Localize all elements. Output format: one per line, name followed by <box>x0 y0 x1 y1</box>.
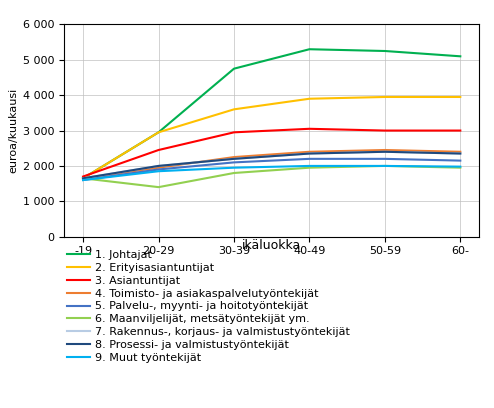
Line: 7. Rakennus-, korjaus- ja valmistustyöntekijät: 7. Rakennus-, korjaus- ja valmistustyönt… <box>83 152 460 178</box>
1. Johtajat <box>306 47 312 52</box>
8. Prosessi- ja valmistustyöntekijät <box>306 151 312 156</box>
Legend: 1. Johtajat, 2. Erityisasiantuntijat, 3. Asiantuntijat, 4. Toimisto- ja asiakasp: 1. Johtajat, 2. Erityisasiantuntijat, 3.… <box>67 251 350 363</box>
5. Palvelu-, myynti- ja hoitotyöntekijät <box>382 156 388 161</box>
9. Muut työntekijät <box>306 164 312 169</box>
1. Johtajat <box>156 130 162 135</box>
5. Palvelu-, myynti- ja hoitotyöntekijät <box>231 160 237 165</box>
Line: 5. Palvelu-, myynti- ja hoitotyöntekijät: 5. Palvelu-, myynti- ja hoitotyöntekijät <box>83 159 460 180</box>
3. Asiantuntijat <box>457 128 463 133</box>
5. Palvelu-, myynti- ja hoitotyöntekijät <box>156 167 162 172</box>
4. Toimisto- ja asiakaspalvelutyöntekijät <box>156 165 162 170</box>
Line: 3. Asiantuntijat: 3. Asiantuntijat <box>83 129 460 177</box>
2. Erityisasiantuntijat <box>156 130 162 135</box>
1. Johtajat <box>457 54 463 59</box>
Text: ikäluokka: ikäluokka <box>242 239 301 252</box>
8. Prosessi- ja valmistustyöntekijät <box>382 149 388 154</box>
3. Asiantuntijat <box>231 130 237 135</box>
3. Asiantuntijat <box>156 148 162 153</box>
2. Erityisasiantuntijat <box>306 96 312 101</box>
Line: 8. Prosessi- ja valmistustyöntekijät: 8. Prosessi- ja valmistustyöntekijät <box>83 152 460 178</box>
3. Asiantuntijat <box>306 126 312 131</box>
9. Muut työntekijät <box>80 177 86 182</box>
2. Erityisasiantuntijat <box>80 176 86 181</box>
Y-axis label: euroa/kuukausi: euroa/kuukausi <box>9 88 19 173</box>
6. Maanviljelijät, metsätyöntekijät ym. <box>306 165 312 170</box>
7. Rakennus-, korjaus- ja valmistustyöntekijät <box>80 176 86 181</box>
8. Prosessi- ja valmistustyöntekijät <box>231 156 237 161</box>
1. Johtajat <box>231 66 237 71</box>
7. Rakennus-, korjaus- ja valmistustyöntekijät <box>457 151 463 156</box>
7. Rakennus-, korjaus- ja valmistustyöntekijät <box>306 151 312 156</box>
Line: 2. Erityisasiantuntijat: 2. Erityisasiantuntijat <box>83 97 460 178</box>
8. Prosessi- ja valmistustyöntekijät <box>156 164 162 169</box>
8. Prosessi- ja valmistustyöntekijät <box>80 176 86 181</box>
5. Palvelu-, myynti- ja hoitotyöntekijät <box>306 156 312 161</box>
Line: 1. Johtajat: 1. Johtajat <box>83 49 460 178</box>
4. Toimisto- ja asiakaspalvelutyöntekijät <box>80 176 86 181</box>
9. Muut työntekijät <box>457 164 463 169</box>
4. Toimisto- ja asiakaspalvelutyöntekijät <box>382 148 388 153</box>
2. Erityisasiantuntijat <box>457 95 463 100</box>
3. Asiantuntijat <box>80 174 86 179</box>
1. Johtajat <box>382 49 388 53</box>
6. Maanviljelijät, metsätyöntekijät ym. <box>231 171 237 175</box>
6. Maanviljelijät, metsätyöntekijät ym. <box>156 185 162 190</box>
5. Palvelu-, myynti- ja hoitotyöntekijät <box>80 177 86 182</box>
9. Muut työntekijät <box>231 165 237 170</box>
Line: 9. Muut työntekijät: 9. Muut työntekijät <box>83 166 460 180</box>
6. Maanviljelijät, metsätyöntekijät ym. <box>80 176 86 181</box>
9. Muut työntekijät <box>382 164 388 169</box>
Line: 4. Toimisto- ja asiakaspalvelutyöntekijät: 4. Toimisto- ja asiakaspalvelutyöntekijä… <box>83 150 460 178</box>
3. Asiantuntijat <box>382 128 388 133</box>
2. Erityisasiantuntijat <box>231 107 237 112</box>
7. Rakennus-, korjaus- ja valmistustyöntekijät <box>156 164 162 169</box>
4. Toimisto- ja asiakaspalvelutyöntekijät <box>306 149 312 154</box>
9. Muut työntekijät <box>156 169 162 174</box>
Line: 6. Maanviljelijät, metsätyöntekijät ym.: 6. Maanviljelijät, metsätyöntekijät ym. <box>83 166 460 187</box>
4. Toimisto- ja asiakaspalvelutyöntekijät <box>231 155 237 160</box>
8. Prosessi- ja valmistustyöntekijät <box>457 151 463 156</box>
6. Maanviljelijät, metsätyöntekijät ym. <box>382 164 388 169</box>
6. Maanviljelijät, metsätyöntekijät ym. <box>457 165 463 170</box>
7. Rakennus-, korjaus- ja valmistustyöntekijät <box>231 156 237 161</box>
2. Erityisasiantuntijat <box>382 95 388 100</box>
5. Palvelu-, myynti- ja hoitotyöntekijät <box>457 158 463 163</box>
7. Rakennus-, korjaus- ja valmistustyöntekijät <box>382 149 388 154</box>
4. Toimisto- ja asiakaspalvelutyöntekijät <box>457 149 463 154</box>
1. Johtajat <box>80 176 86 181</box>
